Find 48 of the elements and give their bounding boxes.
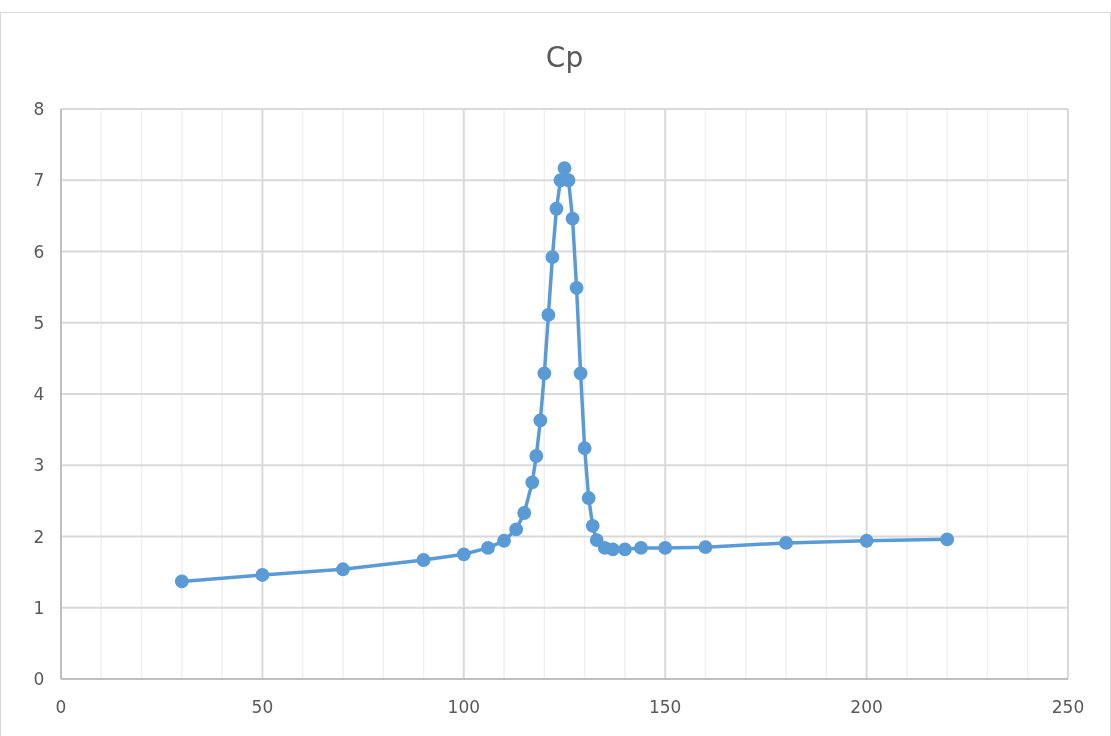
point — [529, 449, 544, 463]
point — [537, 366, 552, 381]
point — [581, 491, 596, 505]
point — [549, 201, 564, 216]
point — [533, 413, 548, 428]
x-tick-label: 200 — [850, 697, 883, 717]
point — [618, 542, 632, 557]
x-tick-label: 250 — [1051, 697, 1085, 717]
y-tick-label: 8 — [33, 99, 45, 119]
point — [634, 541, 648, 555]
point — [605, 542, 620, 557]
point — [698, 540, 713, 555]
x-tick-label: 100 — [447, 697, 481, 717]
point — [517, 506, 532, 520]
point — [545, 250, 560, 265]
point — [779, 536, 793, 550]
point — [940, 532, 955, 547]
x-tick-label: 50 — [251, 697, 274, 717]
point — [577, 441, 592, 456]
point — [569, 280, 584, 295]
point — [859, 533, 874, 548]
y-tick-label: 4 — [33, 384, 45, 404]
point — [456, 547, 471, 562]
y-tick-label: 2 — [33, 526, 45, 547]
point — [557, 161, 572, 176]
point — [497, 533, 511, 548]
point — [573, 366, 588, 381]
point — [525, 475, 540, 490]
point — [541, 308, 556, 322]
point — [565, 211, 580, 226]
point — [589, 533, 604, 547]
point — [509, 522, 524, 537]
x-tick-label: 0 — [55, 697, 67, 717]
y-tick-label: 1 — [33, 597, 45, 618]
y-tick-label: 5 — [33, 312, 45, 333]
chart-title: Cp — [545, 41, 584, 74]
point — [416, 553, 431, 567]
point — [336, 562, 350, 577]
x-tick-label: 150 — [648, 697, 682, 717]
y-tick-label: 0 — [33, 669, 45, 689]
y-tick-label: 6 — [33, 241, 45, 262]
point — [585, 518, 600, 533]
y-tick-label: 7 — [33, 170, 45, 191]
point — [481, 541, 495, 555]
point — [174, 574, 189, 589]
point — [658, 541, 673, 555]
y-tick-label: 3 — [33, 455, 45, 476]
point — [255, 568, 270, 582]
